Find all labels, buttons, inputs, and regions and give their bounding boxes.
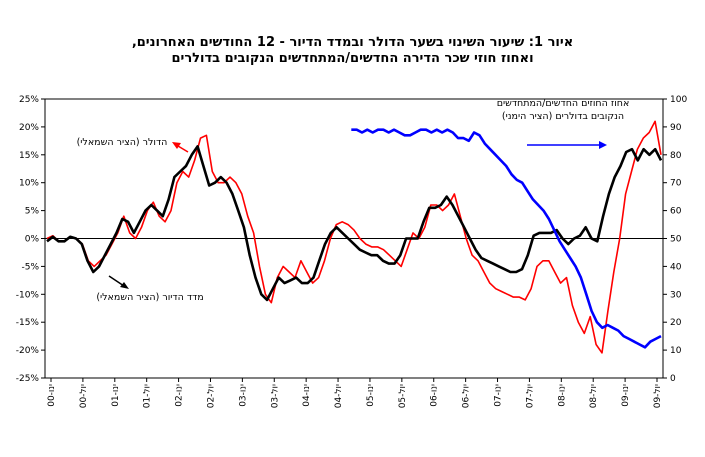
x-axis-tick-label: יול-08: [589, 384, 599, 408]
left-axis-tick-label: 0%: [25, 235, 40, 245]
right-axis-tick-label: 0: [670, 374, 676, 384]
x-axis-tick-label: יול-03: [270, 384, 280, 408]
x-axis-tick-label: ינו-05: [366, 384, 376, 407]
right-axis-tick-label: 10: [670, 346, 682, 356]
housing-annotation: מדד הדיור (הציר השמאלי): [96, 292, 203, 303]
dollar-arrow: [177, 145, 189, 153]
left-axis-tick-label: 20%: [19, 123, 39, 133]
chart-title-line2: ואחוז חוזי שכר הדירה החדשים/המתחדשים הנק…: [171, 51, 534, 66]
x-axis-tick-label: ינו-00: [47, 384, 57, 407]
right-axis-tick-label: 90: [670, 123, 682, 133]
right-axis-tick-label: 100: [670, 95, 687, 105]
left-axis-tick-label: -25%: [16, 374, 40, 384]
dollar-series-line: [46, 120, 662, 354]
left-axis-tick-label: 5%: [25, 207, 40, 217]
x-axis-tick-label: ינו-09: [621, 384, 631, 407]
right-axis-tick-label: 30: [670, 290, 682, 300]
contracts-annotation-line2: הנקובים בדולרים (הציר הימני): [502, 111, 624, 122]
right-axis-tick-label: 80: [670, 151, 682, 161]
x-axis-tick-label: יול-00: [79, 384, 89, 408]
housing-arrow: [108, 275, 125, 287]
x-axis-tick-label: יול-07: [525, 384, 535, 408]
x-axis-tick-label: ינו-01: [111, 384, 121, 407]
right-axis-tick-label: 70: [670, 179, 682, 189]
housing-arrowhead: [120, 282, 129, 289]
x-axis-tick-label: יול-06: [462, 384, 472, 408]
left-axis-tick-label: 10%: [19, 179, 39, 189]
chart-title-line1: איור 1: שיעור השינוי בשער הדולר ובמדד הד…: [131, 35, 574, 50]
x-axis-tick-label: יול-01: [143, 384, 153, 408]
right-axis-tick-label: 20: [670, 318, 682, 328]
left-axis-tick-label: -10%: [16, 290, 40, 300]
x-axis-tick-label: יול-05: [398, 384, 408, 408]
left-axis-tick-label: -20%: [16, 346, 40, 356]
left-axis-tick-label: -5%: [21, 262, 39, 272]
x-axis-tick-label: ינו-04: [302, 384, 312, 407]
x-axis-tick-label: ינו-07: [494, 384, 504, 407]
left-axis-tick-label: 15%: [19, 151, 39, 161]
left-axis-tick-label: -15%: [16, 318, 40, 328]
x-axis-tick-label: ינו-02: [175, 384, 185, 407]
right-axis-tick-label: 50: [670, 235, 682, 245]
x-axis-tick-label: ינו-03: [238, 384, 248, 407]
x-axis-tick-label: יול-09: [653, 384, 663, 408]
right-axis-tick-label: 40: [670, 262, 682, 272]
contracts-annotation-line1: אחוז החוזים החדשים/המתחדשים: [497, 98, 630, 109]
x-axis-tick-label: יול-02: [206, 384, 216, 408]
contracts-arrowhead: [599, 141, 607, 149]
contracts-series-line: [351, 128, 662, 349]
housing-series-line: [46, 145, 663, 302]
x-axis-tick-label: יול-04: [334, 384, 344, 408]
left-axis-tick-label: 25%: [19, 95, 39, 105]
dollar-annotation: הדולר (הציר השמאלי): [77, 137, 168, 148]
right-axis-tick-label: 60: [670, 207, 682, 217]
x-axis-tick-label: ינו-08: [557, 384, 567, 407]
x-axis-tick-label: ינו-06: [430, 384, 440, 407]
dollar-arrowhead: [172, 142, 181, 149]
